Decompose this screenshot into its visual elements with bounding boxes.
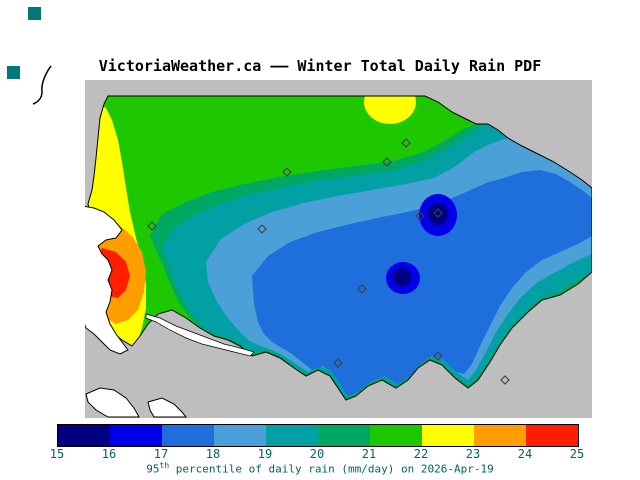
colorbar-tick-label: 24 bbox=[517, 447, 533, 461]
colorbar-segment bbox=[214, 425, 266, 446]
station-marker-diamond bbox=[500, 375, 510, 385]
colorbar-tick-label: 25 bbox=[569, 447, 585, 461]
station-markers bbox=[147, 138, 510, 385]
colorbar-segment bbox=[370, 425, 422, 446]
station-marker-diamond bbox=[333, 358, 343, 368]
colorbar-labels: 15 16 17 18 19 20 21 22 23 24 25 bbox=[50, 447, 584, 461]
colorbar-tick-label: 22 bbox=[413, 447, 429, 461]
colorbar-segment bbox=[110, 425, 162, 446]
colorbar-segment bbox=[474, 425, 526, 446]
harbour-inlet-water bbox=[145, 313, 255, 357]
caption-text: percentile of daily rain (mm/day) on 202… bbox=[169, 462, 494, 476]
band-navy-minimum-south bbox=[393, 268, 411, 286]
station-marker-diamond bbox=[282, 167, 292, 177]
station-marker-diamond bbox=[433, 208, 443, 218]
colorbar-segment bbox=[318, 425, 370, 446]
map-area bbox=[85, 80, 592, 418]
band-medium-blue bbox=[252, 170, 592, 396]
station-marker-diamond bbox=[382, 157, 392, 167]
station-marker-diamond bbox=[401, 138, 411, 148]
colorbar-tick-label: 15 bbox=[49, 447, 65, 461]
colorbar-segment bbox=[422, 425, 474, 446]
colorbar-segment bbox=[526, 425, 578, 446]
colorbar bbox=[57, 424, 579, 447]
colorbar-tick-label: 20 bbox=[309, 447, 325, 461]
station-marker-diamond bbox=[357, 284, 367, 294]
colorbar-tick-label: 17 bbox=[153, 447, 169, 461]
band-navy-minimum-north bbox=[428, 203, 448, 225]
corner-decoration-square-left bbox=[7, 66, 20, 79]
colorbar-tick-label: 23 bbox=[465, 447, 481, 461]
coastline-fragment-decoration bbox=[32, 65, 52, 105]
corner-decoration-square-top bbox=[28, 7, 41, 20]
station-marker-diamond bbox=[257, 224, 267, 234]
colorbar-tick-label: 19 bbox=[257, 447, 273, 461]
station-marker-diamond bbox=[415, 211, 425, 221]
station-marker-diamond bbox=[147, 221, 157, 231]
colorbar-tick-label: 16 bbox=[101, 447, 117, 461]
colorbar-segment bbox=[266, 425, 318, 446]
map-title: VictoriaWeather.ca —— Winter Total Daily… bbox=[98, 57, 542, 75]
saanich-inlet-water bbox=[85, 205, 129, 355]
colorbar-tick-label: 21 bbox=[361, 447, 377, 461]
band-yellow-top bbox=[364, 96, 416, 124]
colorbar-caption: 95th percentile of daily rain (mm/day) o… bbox=[0, 461, 640, 476]
caption-number: 95 bbox=[146, 462, 160, 476]
station-marker-diamond bbox=[433, 351, 443, 361]
caption-superscript: th bbox=[159, 461, 170, 470]
colorbar-tick-label: 18 bbox=[205, 447, 221, 461]
colorbar-segment bbox=[58, 425, 110, 446]
colorbar-segment bbox=[162, 425, 214, 446]
southwest-water-1 bbox=[85, 387, 140, 418]
southwest-water-2 bbox=[147, 397, 188, 418]
